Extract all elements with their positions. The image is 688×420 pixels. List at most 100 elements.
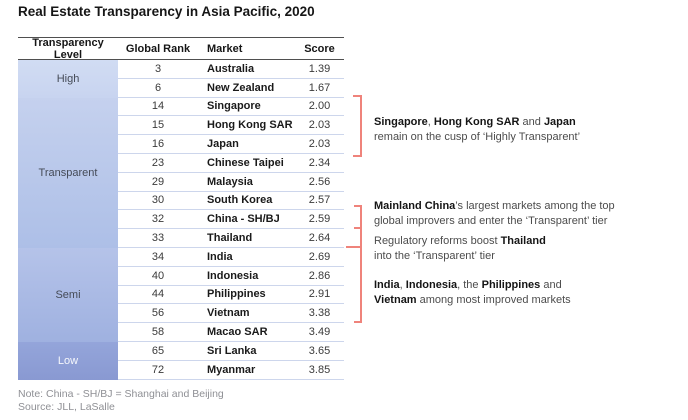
cell-score: 2.03	[308, 138, 331, 151]
cell-score: 2.64	[308, 232, 331, 245]
footnote: Note: China - SH/BJ = Shanghai and Beiji…	[18, 388, 224, 400]
annotation: Regulatory reforms boost Thailand into th…	[374, 234, 546, 264]
cell-market: New Zealand	[207, 81, 275, 94]
cell-market: Thailand	[207, 232, 253, 245]
annotation-line: into the ‘Transparent’ tier	[374, 250, 495, 262]
cell-global-rank: 29	[151, 175, 165, 188]
annotation: India, Indonesia, the Philippines and Vie…	[374, 278, 571, 308]
annotation-line: Vietnam among most improved markets	[374, 294, 571, 306]
column-header-score: Score	[304, 42, 335, 55]
table-row: 3 Australia 1.39	[118, 60, 344, 79]
bracket-china-row	[354, 205, 362, 229]
cell-market: Japan	[207, 138, 239, 151]
bracket-divider-tick	[346, 246, 362, 248]
annotation-line: global improvers and enter the ‘Transpar…	[374, 215, 608, 227]
table-row: 16 Japan 2.03	[118, 135, 344, 154]
table-row: 33 Thailand 2.64	[118, 229, 344, 248]
table-header-row: Transparency Level Global Rank Market Sc…	[18, 37, 344, 61]
cell-global-rank: 56	[151, 307, 165, 320]
cell-score: 2.86	[308, 269, 331, 282]
cell-global-rank: 34	[151, 250, 165, 263]
cell-score: 2.59	[308, 213, 331, 226]
table-rows: 3 Australia 1.39 6 New Zealand 1.67 14 Singapor…	[118, 60, 344, 380]
table-row: 65 Sri Lanka 3.65	[118, 342, 344, 361]
table-row: 58 Macao SAR 3.49	[118, 323, 344, 342]
cell-score: 2.00	[308, 100, 331, 113]
table-row: 15 Hong Kong SAR 2.03	[118, 116, 344, 136]
table-row: 30 South Korea 2.57	[118, 192, 344, 211]
cell-global-rank: 58	[151, 326, 165, 339]
cell-market: Macao SAR	[207, 326, 268, 339]
table-row: 29 Malaysia 2.56	[118, 173, 344, 192]
table-row: 14 Singapore 2.00	[118, 98, 344, 117]
level-cell-high: High	[18, 60, 118, 98]
annotation-line: India, Indonesia, the Philippines and	[374, 279, 562, 291]
page-title: Real Estate Transparency in Asia Pacific…	[18, 4, 315, 19]
bracket-thailand-connector	[360, 229, 362, 247]
cell-global-rank: 30	[151, 194, 165, 207]
bracket-cusp-group	[353, 95, 362, 157]
table-row: 40 Indonesia 2.86	[118, 267, 344, 286]
table-row: 34 India 2.69	[118, 248, 344, 267]
transparency-level-column: High Transparent Semi Low	[18, 60, 118, 380]
cell-global-rank: 6	[154, 81, 162, 94]
cell-global-rank: 44	[151, 288, 165, 301]
cell-score: 2.03	[308, 119, 331, 132]
cell-global-rank: 32	[151, 213, 165, 226]
cell-global-rank: 3	[154, 62, 162, 75]
cell-score: 3.65	[308, 344, 331, 357]
annotation-line: remain on the cusp of ‘Highly Transparen…	[374, 131, 581, 143]
annotation-line: Regulatory reforms boost Thailand	[374, 235, 546, 247]
cell-market: Australia	[207, 62, 255, 75]
cell-global-rank: 33	[151, 232, 165, 245]
table-row: 72 Myanmar 3.85	[118, 361, 344, 380]
table-row: 44 Philippines 2.91	[118, 286, 344, 305]
cell-market: Vietnam	[207, 307, 250, 320]
level-cell-transparent: Transparent	[18, 97, 118, 248]
cell-score: 2.56	[308, 175, 331, 188]
column-header-global-rank: Global Rank	[125, 42, 191, 55]
annotation-line: Singapore, Hong Kong SAR and Japan	[374, 116, 576, 128]
level-cell-low: Low	[18, 341, 118, 380]
annotation: Singapore, Hong Kong SAR and Japan remain…	[374, 115, 580, 145]
cell-market: Philippines	[207, 288, 266, 301]
cell-market: Sri Lanka	[207, 344, 257, 357]
cell-market: Indonesia	[207, 269, 259, 282]
level-cell-semi: Semi	[18, 247, 118, 342]
cell-score: 2.34	[308, 156, 331, 169]
cell-market: China - SH/BJ	[207, 213, 280, 226]
column-header-market: Market	[207, 42, 243, 55]
cell-market: South Korea	[207, 194, 273, 207]
cell-global-rank: 16	[151, 138, 165, 151]
cell-market: Chinese Taipei	[207, 156, 284, 169]
cell-global-rank: 72	[151, 363, 165, 376]
cell-score: 2.57	[308, 194, 331, 207]
transparency-table: Transparency Level Global Rank Market Sc…	[18, 37, 344, 380]
table-body: High Transparent Semi Low 3 Australia 1.39 6 Ne…	[18, 60, 344, 380]
cell-market: India	[207, 250, 233, 263]
cell-score: 3.49	[308, 326, 331, 339]
cell-global-rank: 65	[151, 344, 165, 357]
cell-score: 1.67	[308, 81, 331, 94]
cell-score: 3.38	[308, 307, 331, 320]
cell-score: 2.69	[308, 250, 331, 263]
cell-global-rank: 23	[151, 156, 165, 169]
cell-market: Malaysia	[207, 175, 253, 188]
cell-market: Singapore	[207, 100, 261, 113]
cell-global-rank: 40	[151, 269, 165, 282]
cell-market: Myanmar	[207, 363, 256, 376]
source-note: Source: JLL, LaSalle	[18, 401, 115, 413]
cell-score: 3.85	[308, 363, 331, 376]
cell-global-rank: 15	[151, 119, 165, 132]
table-row: 23 Chinese Taipei 2.34	[118, 154, 344, 173]
bracket-improved-group	[354, 247, 362, 323]
table-row: 32 China - SH/BJ 2.59	[118, 210, 344, 230]
annotation-line: Mainland China’s largest markets among t…	[374, 200, 615, 212]
cell-global-rank: 14	[151, 100, 165, 113]
cell-market: Hong Kong SAR	[207, 119, 293, 132]
cell-score: 2.91	[308, 288, 331, 301]
annotation: Mainland China’s largest markets among t…	[374, 199, 615, 229]
table-row: 56 Vietnam 3.38	[118, 304, 344, 324]
table-row: 6 New Zealand 1.67	[118, 79, 344, 98]
